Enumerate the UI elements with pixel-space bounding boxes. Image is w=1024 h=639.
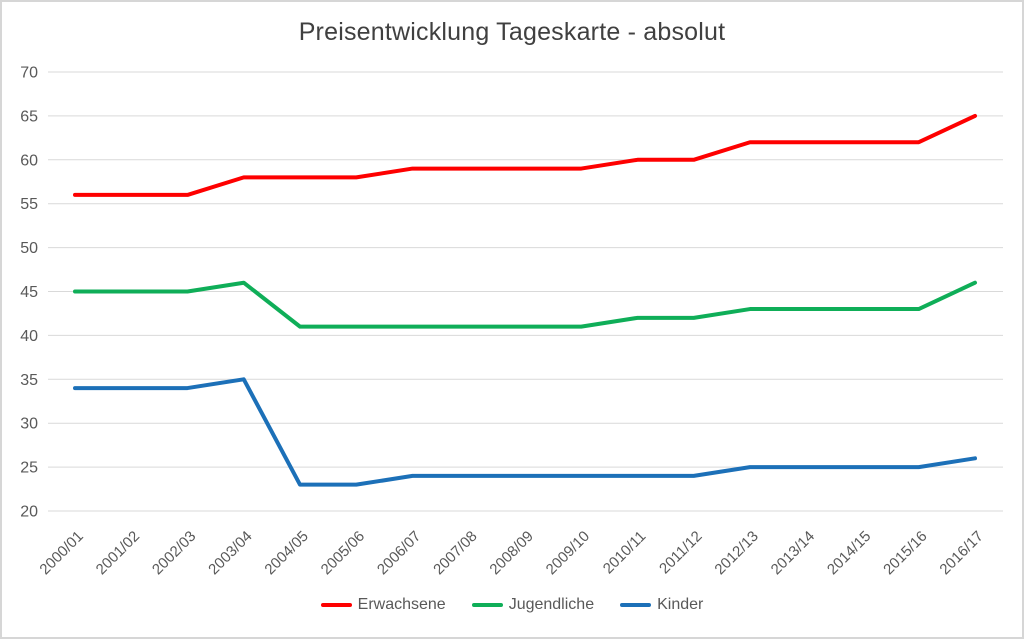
- x-axis-tick-label: 2002/03: [149, 528, 199, 578]
- x-axis-tick-label: 2008/09: [486, 528, 536, 578]
- x-axis-tick-label: 2016/17: [936, 528, 986, 578]
- legend-item-jugendliche: Jugendliche: [471, 596, 595, 614]
- y-axis-tick-label: 40: [20, 328, 38, 345]
- chart-title: Preisentwicklung Tageskarte - absolut: [298, 18, 726, 46]
- legend-label: Erwachsene: [357, 596, 446, 613]
- y-axis-tick-label: 25: [20, 460, 38, 477]
- legend-label: Kinder: [657, 596, 704, 613]
- x-axis-tick-label: 2010/11: [600, 528, 650, 578]
- x-axis-tick-label: 2000/01: [36, 528, 86, 578]
- y-axis-tick-label: 70: [20, 65, 38, 82]
- y-axis-tick-label: 65: [20, 108, 38, 125]
- x-axis-tick-label: 2003/04: [205, 528, 255, 578]
- y-axis-tick-label: 35: [20, 372, 38, 389]
- x-axis-tick-label: 2015/16: [880, 528, 930, 578]
- y-axis-tick-label: 30: [20, 416, 38, 433]
- x-axis-tick-label: 2014/15: [824, 528, 874, 578]
- x-axis-tick-label: 2007/08: [430, 528, 480, 578]
- x-axis-tick-label: 2001/02: [93, 528, 143, 578]
- x-axis-tick-label: 2006/07: [374, 528, 424, 578]
- x-axis-tick-label: 2009/10: [543, 528, 593, 578]
- legend-swatch-kinder: [620, 602, 652, 608]
- x-axis-tick-label: 2013/14: [768, 528, 818, 578]
- legend-item-kinder: Kinder: [620, 596, 703, 614]
- series-line-erwachsene: [73, 113, 977, 197]
- chart-legend: Erwachsene Jugendliche Kinder: [2, 596, 1022, 614]
- x-axis-tick-label: 2004/05: [261, 528, 311, 578]
- x-axis-tick-label: 2012/13: [711, 528, 761, 578]
- y-axis-tick-label: 20: [20, 504, 38, 521]
- y-axis-tick-label: 55: [20, 196, 38, 213]
- y-axis-tick-label: 50: [20, 240, 38, 257]
- legend-label: Jugendliche: [508, 596, 595, 613]
- legend-swatch-jugendliche: [471, 602, 503, 608]
- series-line-kinder: [73, 377, 977, 487]
- x-axis-tick-label: 2011/12: [656, 528, 706, 578]
- legend-swatch-erwachsene: [320, 602, 352, 608]
- y-axis-tick-label: 60: [20, 152, 38, 169]
- series-line-jugendliche: [73, 280, 977, 329]
- legend-item-erwachsene: Erwachsene: [320, 596, 446, 614]
- y-axis-tick-label: 45: [20, 284, 38, 301]
- x-axis-tick-label: 2005/06: [318, 528, 368, 578]
